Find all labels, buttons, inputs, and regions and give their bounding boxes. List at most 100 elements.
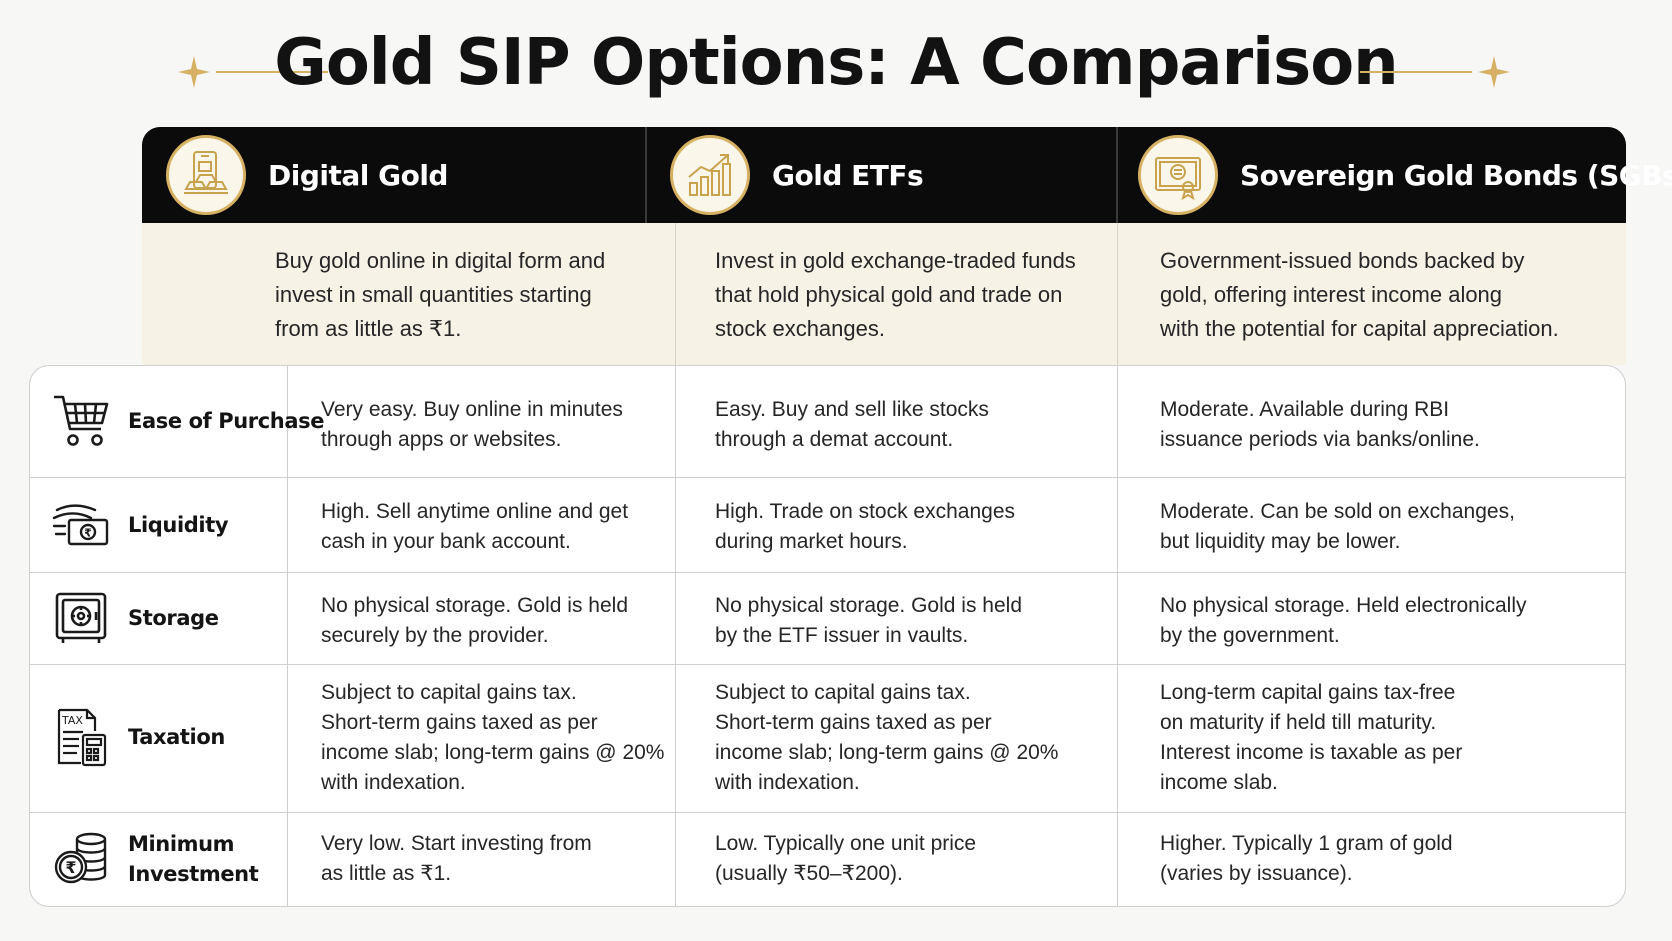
- cash-flow-icon: ₹: [50, 494, 112, 556]
- cell-line: Low. Typically one unit price: [715, 832, 977, 855]
- row-label-liquidity: ₹ Liquidity: [50, 494, 229, 556]
- cell-line: Moderate. Available during RBI: [1160, 398, 1450, 421]
- certificate-icon: [1138, 135, 1218, 215]
- cell-line: Short-term gains taxed as per: [321, 711, 598, 734]
- table-column-divider: [1117, 365, 1118, 907]
- column-title: Sovereign Gold Bonds (SGBs): [1240, 158, 1672, 192]
- description-line: stock exchanges.: [715, 316, 885, 341]
- description-band: [142, 223, 1626, 365]
- svg-text:TAX: TAX: [61, 714, 83, 727]
- row-label-line: Taxation: [128, 725, 225, 749]
- column-description: Buy gold online in digital form and inve…: [275, 244, 605, 346]
- cell-line: Very low. Start investing from: [321, 832, 592, 855]
- description-line: that hold physical gold and trade on: [715, 282, 1063, 307]
- cell-line: Higher. Typically 1 gram of gold: [1160, 832, 1453, 855]
- cell-line: High. Trade on stock exchanges: [715, 500, 1016, 523]
- cell-line: during market hours.: [715, 530, 908, 553]
- coin-stack-icon: ₹: [50, 828, 112, 890]
- table-row-divider: [30, 477, 1625, 478]
- table-cell: Very easy. Buy online in minutes through…: [321, 395, 623, 455]
- description-line: from as little as ₹1.: [275, 316, 462, 341]
- description-divider: [1117, 223, 1118, 365]
- cell-line: Subject to capital gains tax.: [715, 681, 971, 704]
- row-label-line: Investment: [128, 862, 259, 886]
- cell-line: Very easy. Buy online in minutes: [321, 398, 623, 421]
- table-row-divider: [30, 572, 1625, 573]
- cell-line: but liquidity may be lower.: [1160, 530, 1401, 553]
- cell-line: No physical storage. Held electronically: [1160, 594, 1527, 617]
- table-cell: Subject to capital gains tax. Short-term…: [715, 678, 1058, 798]
- cell-line: through a demat account.: [715, 428, 954, 451]
- cell-line: by the ETF issuer in vaults.: [715, 624, 969, 647]
- description-line: Government-issued bonds backed by: [1160, 248, 1525, 273]
- column-header-gold-etfs: Gold ETFs: [670, 127, 924, 223]
- cell-line: Short-term gains taxed as per: [715, 711, 992, 734]
- table-row-divider: [30, 664, 1625, 665]
- description-line: invest in small quantities starting: [275, 282, 592, 307]
- cell-line: securely by the provider.: [321, 624, 549, 647]
- column-header-sgbs: Sovereign Gold Bonds (SGBs): [1138, 127, 1672, 223]
- shopping-cart-icon: [50, 390, 112, 452]
- cell-line: cash in your bank account.: [321, 530, 571, 553]
- table-cell: No physical storage. Held electronically…: [1160, 591, 1527, 651]
- table-cell: Moderate. Available during RBI issuance …: [1160, 395, 1480, 455]
- svg-text:₹: ₹: [84, 527, 92, 540]
- table-cell: High. Sell anytime online and get cash i…: [321, 497, 628, 557]
- cell-line: (varies by issuance).: [1160, 862, 1353, 885]
- description-line: with the potential for capital appreciat…: [1160, 316, 1559, 341]
- table-cell: Higher. Typically 1 gram of gold (varies…: [1160, 829, 1453, 889]
- column-header-digital-gold: Digital Gold: [166, 127, 448, 223]
- tax-document-icon: TAX: [50, 706, 112, 768]
- row-label-line: Ease of Purchase: [128, 409, 325, 433]
- cell-line: Moderate. Can be sold on exchanges,: [1160, 500, 1515, 523]
- cell-line: income slab; long-term gains @ 20%: [715, 741, 1059, 764]
- column-description: Government-issued bonds backed by gold, …: [1160, 244, 1559, 346]
- description-line: gold, offering interest income along: [1160, 282, 1503, 307]
- column-title: Digital Gold: [268, 158, 448, 192]
- cell-line: Easy. Buy and sell like stocks: [715, 398, 989, 421]
- comparison-table: [29, 365, 1626, 907]
- table-cell: High. Trade on stock exchanges during ma…: [715, 497, 1015, 557]
- gold-bars-phone-icon: [166, 135, 246, 215]
- row-label-line: Minimum: [128, 832, 235, 856]
- table-cell: Subject to capital gains tax. Short-term…: [321, 678, 664, 798]
- row-label-taxation: TAX Taxation: [50, 706, 225, 768]
- description-line: Invest in gold exchange-traded funds: [715, 248, 1076, 273]
- right-sparkle-decoration: [1360, 54, 1510, 90]
- description-divider: [675, 223, 676, 365]
- column-description: Invest in gold exchange-traded funds tha…: [715, 244, 1076, 346]
- table-column-divider: [675, 365, 676, 907]
- cell-line: No physical storage. Gold is held: [715, 594, 1022, 617]
- cell-line: Long-term capital gains tax-free: [1160, 681, 1456, 704]
- svg-text:₹: ₹: [65, 858, 76, 877]
- column-title: Gold ETFs: [772, 158, 924, 192]
- page-title: Gold SIP Options: A Comparison: [274, 26, 1398, 100]
- header-divider: [645, 127, 647, 223]
- table-cell: Long-term capital gains tax-free on matu…: [1160, 678, 1462, 798]
- cell-line: through apps or websites.: [321, 428, 562, 451]
- cell-line: (usually ₹50–₹200).: [715, 862, 903, 885]
- row-label-line: Storage: [128, 606, 219, 630]
- table-cell: Moderate. Can be sold on exchanges, but …: [1160, 497, 1515, 557]
- cell-line: by the government.: [1160, 624, 1340, 647]
- row-label-line: Liquidity: [128, 513, 229, 537]
- cell-line: on maturity if held till maturity.: [1160, 711, 1437, 734]
- row-label-minimum-investment: ₹ Minimum Investment: [50, 828, 259, 890]
- cell-line: issuance periods via banks/online.: [1160, 428, 1480, 451]
- title-row: Gold SIP Options: A Comparison: [0, 18, 1672, 118]
- cell-line: Subject to capital gains tax.: [321, 681, 577, 704]
- row-label-storage: Storage: [50, 587, 219, 649]
- cell-line: income slab.: [1160, 771, 1278, 794]
- cell-line: as little as ₹1.: [321, 862, 452, 885]
- table-row-divider: [30, 812, 1625, 813]
- table-cell: Very low. Start investing from as little…: [321, 829, 592, 889]
- cell-line: income slab; long-term gains @ 20%: [321, 741, 665, 764]
- row-label-ease-of-purchase: Ease of Purchase: [50, 390, 324, 452]
- column-header-band: [142, 127, 1626, 223]
- table-cell: No physical storage. Gold is held by the…: [715, 591, 1022, 651]
- description-line: Buy gold online in digital form and: [275, 248, 606, 273]
- header-divider: [1116, 127, 1118, 223]
- table-cell: Easy. Buy and sell like stocks through a…: [715, 395, 989, 455]
- cell-line: No physical storage. Gold is held: [321, 594, 628, 617]
- cell-line: Interest income is taxable as per: [1160, 741, 1463, 764]
